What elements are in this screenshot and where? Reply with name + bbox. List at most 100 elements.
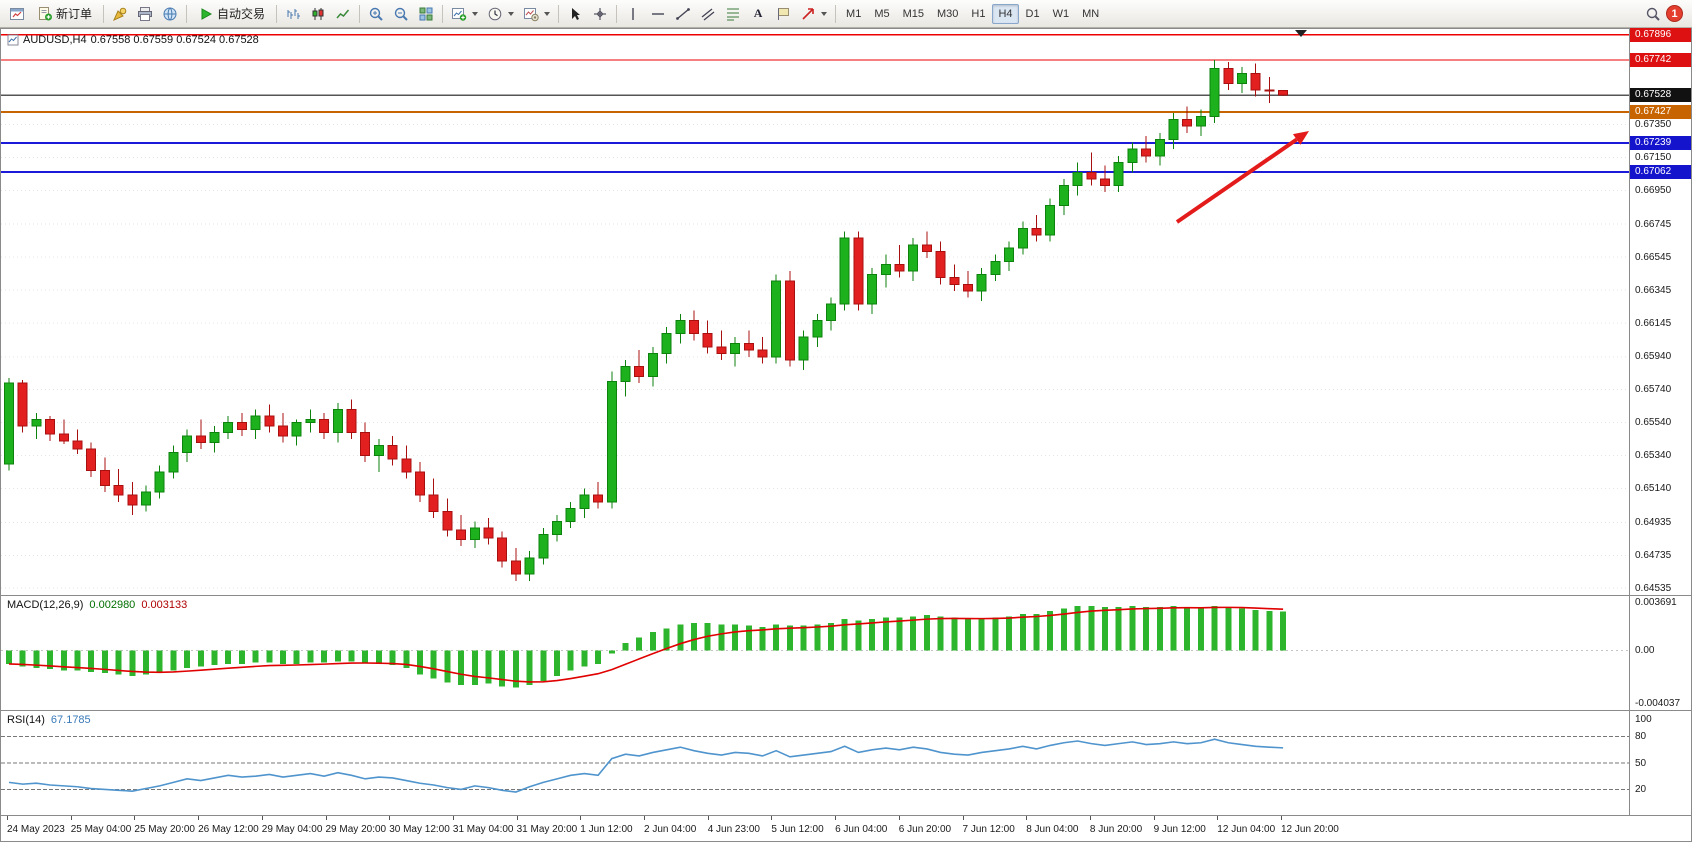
templates-button[interactable] [519, 3, 554, 25]
time-tick [707, 816, 709, 820]
cursor-tool-button[interactable] [563, 3, 587, 25]
candle [661, 327, 672, 364]
tile-windows-icon [418, 6, 434, 22]
time-tick [1026, 816, 1028, 820]
new-chart-button[interactable] [5, 3, 29, 25]
crosshair-tool-button[interactable] [588, 3, 612, 25]
search-button[interactable] [1641, 3, 1665, 25]
timeframe-w1-button[interactable]: W1 [1052, 7, 1070, 20]
timeframe-h4-button[interactable]: H4 [992, 3, 1019, 24]
bar-chart-mode-button[interactable] [281, 3, 305, 25]
candle-chart-mode-button[interactable] [306, 3, 330, 25]
price-tick-label: 0.64535 [1635, 582, 1672, 594]
candle [442, 498, 453, 537]
autotrade-button[interactable]: 自动交易 [191, 3, 272, 25]
tile-windows-button[interactable] [414, 3, 438, 25]
text-tool-button[interactable]: A [746, 3, 770, 25]
price-pane: 0.67350 0.67150 0.66950 0.66745 0.66545 0.663… [1, 27, 1691, 595]
zoom-out-button[interactable] [389, 3, 413, 25]
timeframe-m15-button[interactable]: M15 [902, 7, 924, 20]
channel-tool-button[interactable] [696, 3, 720, 25]
rsi-tick-label: 50 [1635, 757, 1647, 769]
candle [223, 416, 234, 440]
rsi-label: RSI(14) 67.1785 [7, 714, 91, 726]
time-label: 2 Jun 04:00 [644, 824, 697, 835]
label-icon [775, 6, 791, 22]
label-tool-button[interactable] [771, 3, 795, 25]
candle [1237, 66, 1247, 94]
rsi-chart[interactable] [1, 711, 1629, 815]
rsi-axis[interactable]: 100 80 50 20 [1629, 711, 1691, 815]
candle [1154, 132, 1165, 166]
line-chart-icon [335, 6, 351, 22]
chart-window: 0.67350 0.67150 0.66950 0.66745 0.66545 0.663… [0, 27, 1692, 842]
chart-header: AUDUSD,H4 0.67558 0.67559 0.67524 0.6752… [7, 34, 259, 46]
candle [730, 337, 741, 367]
candle [894, 244, 905, 278]
timeframe-mn-button[interactable]: MN [1082, 7, 1100, 20]
candle [127, 481, 138, 515]
compass-button[interactable] [108, 3, 132, 25]
vertical-line-icon [625, 6, 641, 22]
candlestick-chart[interactable] [1, 29, 1629, 594]
candle [236, 412, 247, 436]
zoom-in-button[interactable] [364, 3, 388, 25]
fibonacci-tool-button[interactable] [721, 3, 745, 25]
autotrade-play-icon [198, 6, 214, 22]
line-chart-mode-button[interactable] [331, 3, 355, 25]
vertical-line-tool-button[interactable] [621, 3, 645, 25]
candle [565, 501, 576, 529]
search-icon [1645, 6, 1661, 22]
candle [867, 267, 878, 314]
print-button[interactable] [133, 3, 157, 25]
time-tick [198, 816, 200, 820]
preview-button[interactable] [158, 3, 182, 25]
timeframe-d1-button[interactable]: D1 [1025, 7, 1040, 20]
candle [182, 429, 193, 463]
new-order-button[interactable]: 新订单 [30, 3, 99, 25]
price-axis[interactable]: 0.67350 0.67150 0.66950 0.66745 0.66545 0.663… [1629, 27, 1691, 595]
price-tick-label: 0.66745 [1635, 218, 1672, 230]
trendline-tool-button[interactable] [671, 3, 695, 25]
candle [1127, 142, 1138, 173]
timeframe-h1-button[interactable]: H1 [971, 7, 986, 20]
candle [483, 518, 494, 545]
candle [1182, 106, 1193, 133]
time-tick [644, 816, 645, 820]
price-tick-label: 0.65140 [1635, 483, 1672, 495]
price-level-marker: 0.67062 [1630, 164, 1691, 179]
candle [689, 310, 699, 341]
toolbar-separator [442, 4, 444, 23]
candle [620, 360, 631, 397]
price-level-marker: 0.67239 [1630, 135, 1691, 150]
timeframe-m1-button[interactable]: M1 [846, 7, 862, 20]
toolbar-separator [835, 4, 837, 23]
candle [1031, 215, 1042, 242]
timeframe-m5-button[interactable]: M5 [874, 7, 890, 20]
shapes-tool-button[interactable] [796, 3, 831, 25]
candle [757, 337, 768, 364]
periods-button[interactable] [483, 3, 518, 25]
time-tick [389, 816, 391, 820]
time-label: 30 May 12:00 [389, 824, 450, 835]
candle [552, 514, 562, 542]
macd-axis[interactable]: 0.003691 0.00 -0.004037 [1629, 596, 1691, 710]
macd-name: MACD(12,26,9) [7, 599, 84, 611]
candlestick-icon [310, 6, 326, 22]
price-level-marker: 0.67742 [1630, 52, 1691, 67]
candle [31, 412, 42, 440]
timeframe-m30-button[interactable]: M30 [937, 7, 959, 20]
price-tick-label: 0.67350 [1635, 119, 1672, 131]
candle [373, 439, 384, 473]
arrow-annotation[interactable] [1175, 131, 1309, 224]
horizontal-line-tool-button[interactable] [646, 3, 670, 25]
time-label: 25 May 04:00 [70, 824, 132, 835]
candle [469, 521, 480, 548]
time-axis[interactable]: 24 May 2023 25 May 04:00 25 May 20:00 26 Ma… [1, 815, 1691, 841]
toolbar-separator [103, 4, 105, 23]
indicators-button[interactable] [447, 3, 482, 25]
notification-badge[interactable]: 1 [1666, 5, 1683, 22]
macd-chart[interactable] [1, 596, 1629, 710]
candle [1223, 61, 1234, 90]
candle [264, 404, 275, 433]
